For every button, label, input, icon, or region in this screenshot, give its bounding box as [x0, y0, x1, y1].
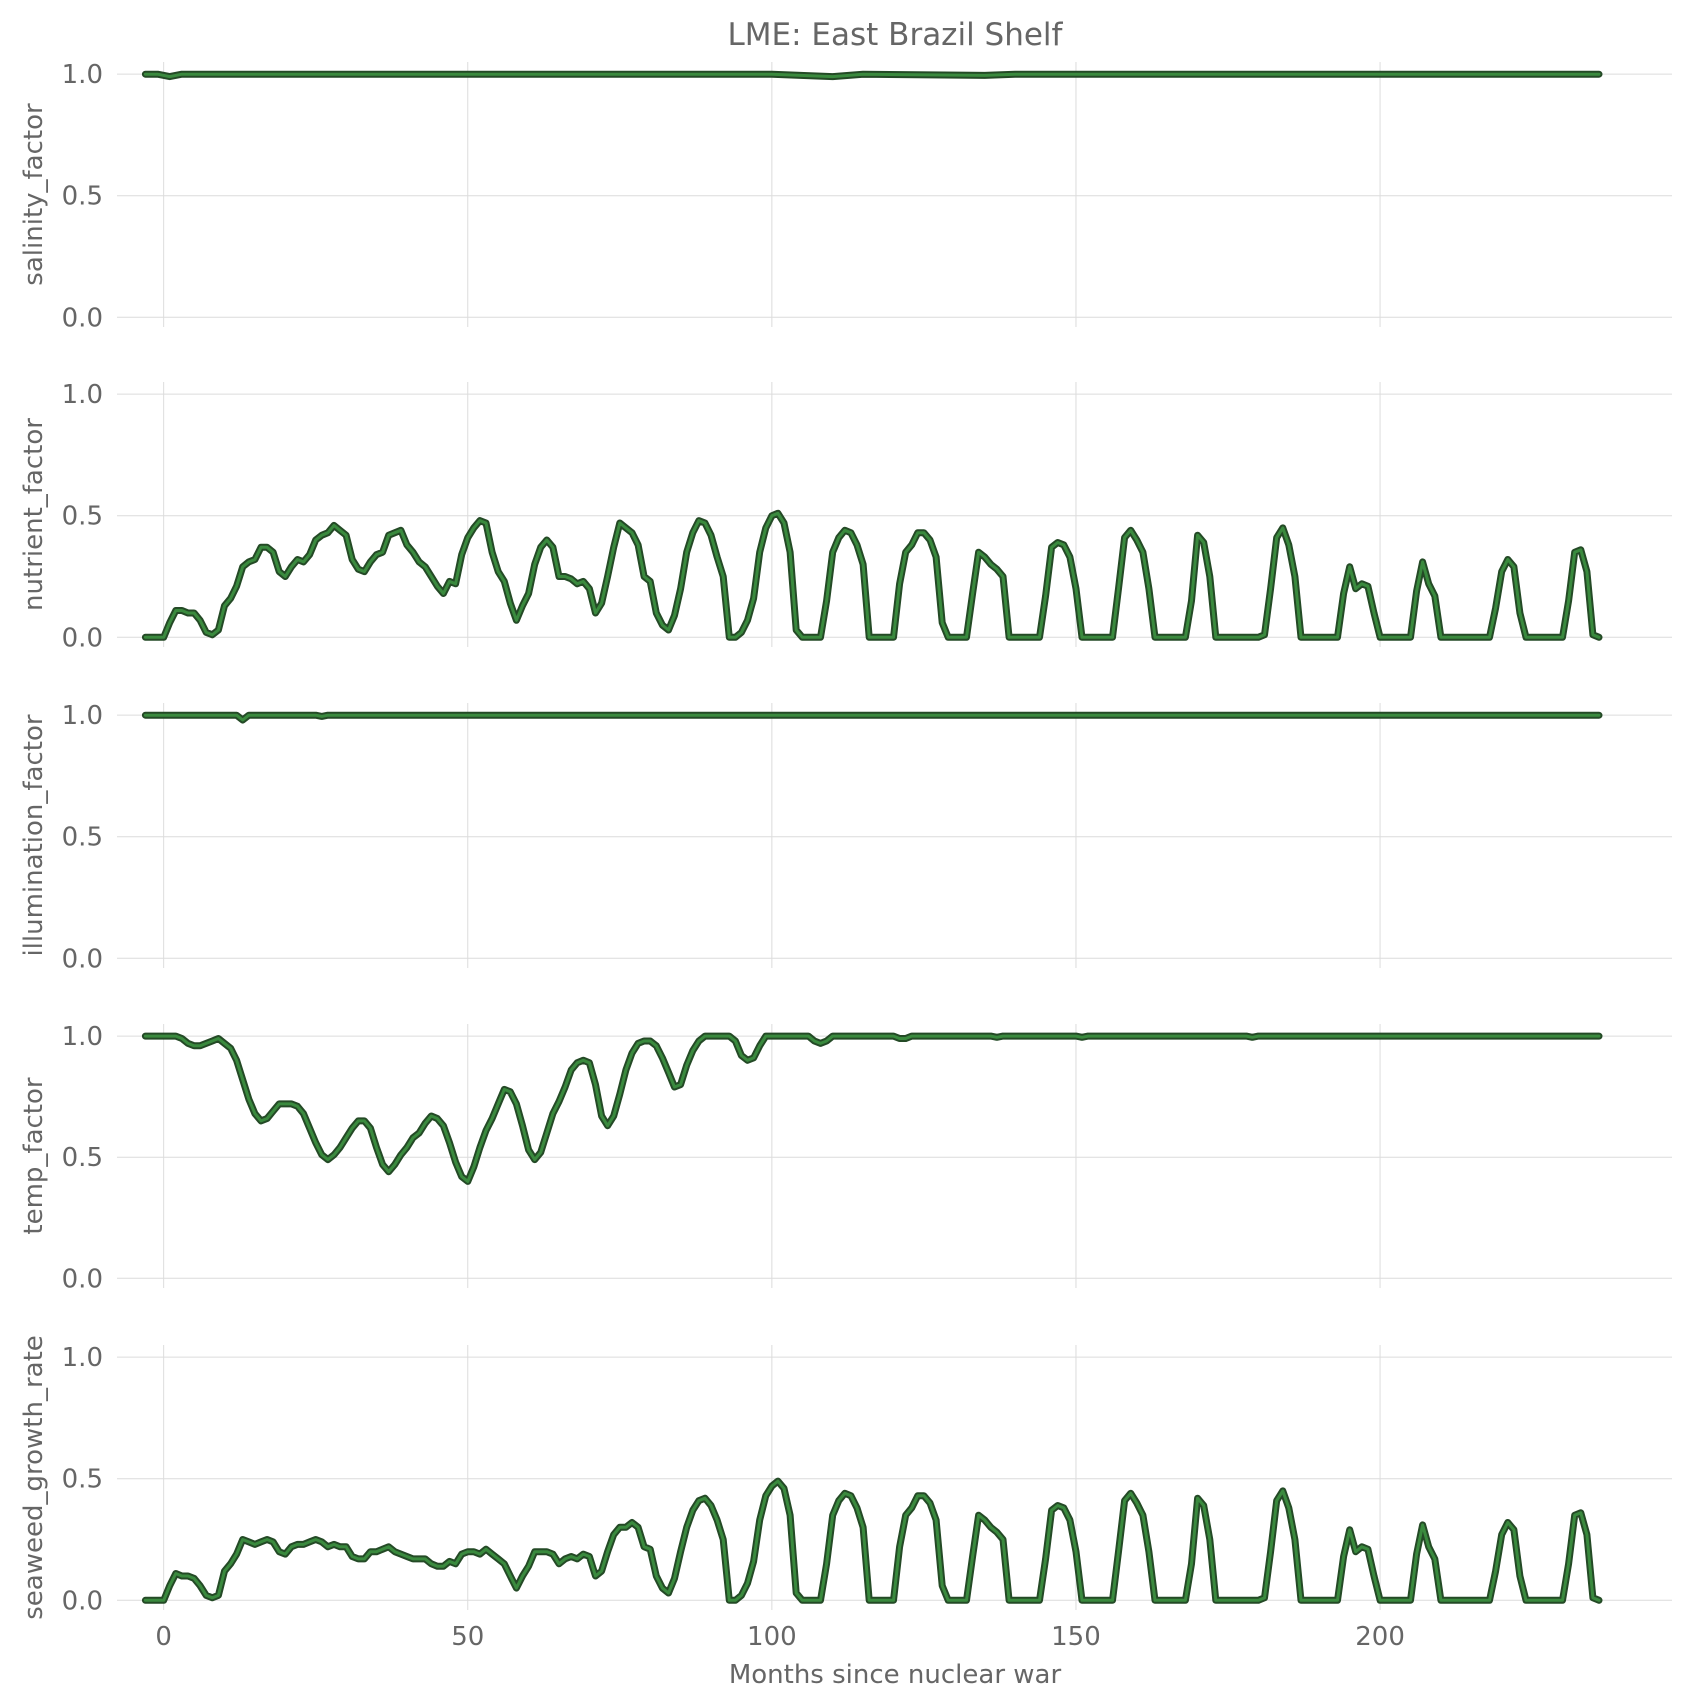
series-line: [143, 1034, 1601, 1183]
y-tick-label: 0.5: [62, 823, 103, 853]
y-tick-label: 0.5: [62, 1465, 103, 1495]
series-line-outline: [141, 1032, 1603, 1185]
y-tick-label: 1.0: [62, 1343, 103, 1373]
x-axis-label: Months since nuclear war: [729, 1660, 1062, 1690]
series-line: [143, 713, 1601, 722]
x-tick-label: 0: [155, 1622, 172, 1652]
series-line-outline: [141, 1477, 1603, 1604]
y-tick-label: 1.0: [62, 380, 103, 410]
y-tick-label: 0.5: [62, 1143, 103, 1173]
y-tick-label: 1.0: [62, 701, 103, 731]
x-tick-label: 200: [1355, 1622, 1405, 1652]
panel-seaweed_growth_rate: 0.0 0.5 1.0 seaweed_growth_rate: [19, 1335, 1672, 1620]
chart-title: LME: East Brazil Shelf: [728, 17, 1064, 53]
panel-nutrient_factor: 0.0 0.5 1.0 nutrient_factor: [19, 380, 1672, 653]
x-tick-label: 50: [451, 1622, 484, 1652]
panels-layer: 0.0 0.5 1.0 salinity_factor 0.0 0.5 1.0 nutrien…: [19, 60, 1672, 1652]
series-line: [143, 1479, 1601, 1602]
y-axis-label: salinity_factor: [19, 103, 49, 286]
series-line: [143, 72, 1601, 79]
series-line-outline: [141, 509, 1603, 641]
y-tick-label: 0.0: [62, 1264, 103, 1294]
panel-temp_factor: 0.0 0.5 1.0 temp_factor: [19, 1022, 1672, 1294]
y-axis-label: nutrient_factor: [19, 418, 49, 611]
x-tick-label: 100: [747, 1622, 797, 1652]
y-tick-label: 0.0: [62, 303, 103, 333]
y-tick-label: 0.0: [62, 623, 103, 653]
y-axis-label: temp_factor: [19, 1077, 49, 1235]
y-tick-label: 0.5: [62, 182, 103, 212]
y-tick-label: 0.0: [62, 1586, 103, 1616]
y-axis-label: seaweed_growth_rate: [19, 1335, 49, 1620]
panel-salinity_factor: 0.0 0.5 1.0 salinity_factor: [19, 60, 1672, 333]
y-tick-label: 0.5: [62, 502, 103, 532]
y-tick-label: 1.0: [62, 60, 103, 90]
series-line: [143, 511, 1601, 639]
panel-illumination_factor: 0.0 0.5 1.0 illumination_factor: [19, 701, 1672, 974]
y-axis-label: illumination_factor: [19, 714, 49, 956]
x-tick-label: 150: [1051, 1622, 1101, 1652]
y-tick-label: 0.0: [62, 944, 103, 974]
y-tick-label: 1.0: [62, 1022, 103, 1052]
